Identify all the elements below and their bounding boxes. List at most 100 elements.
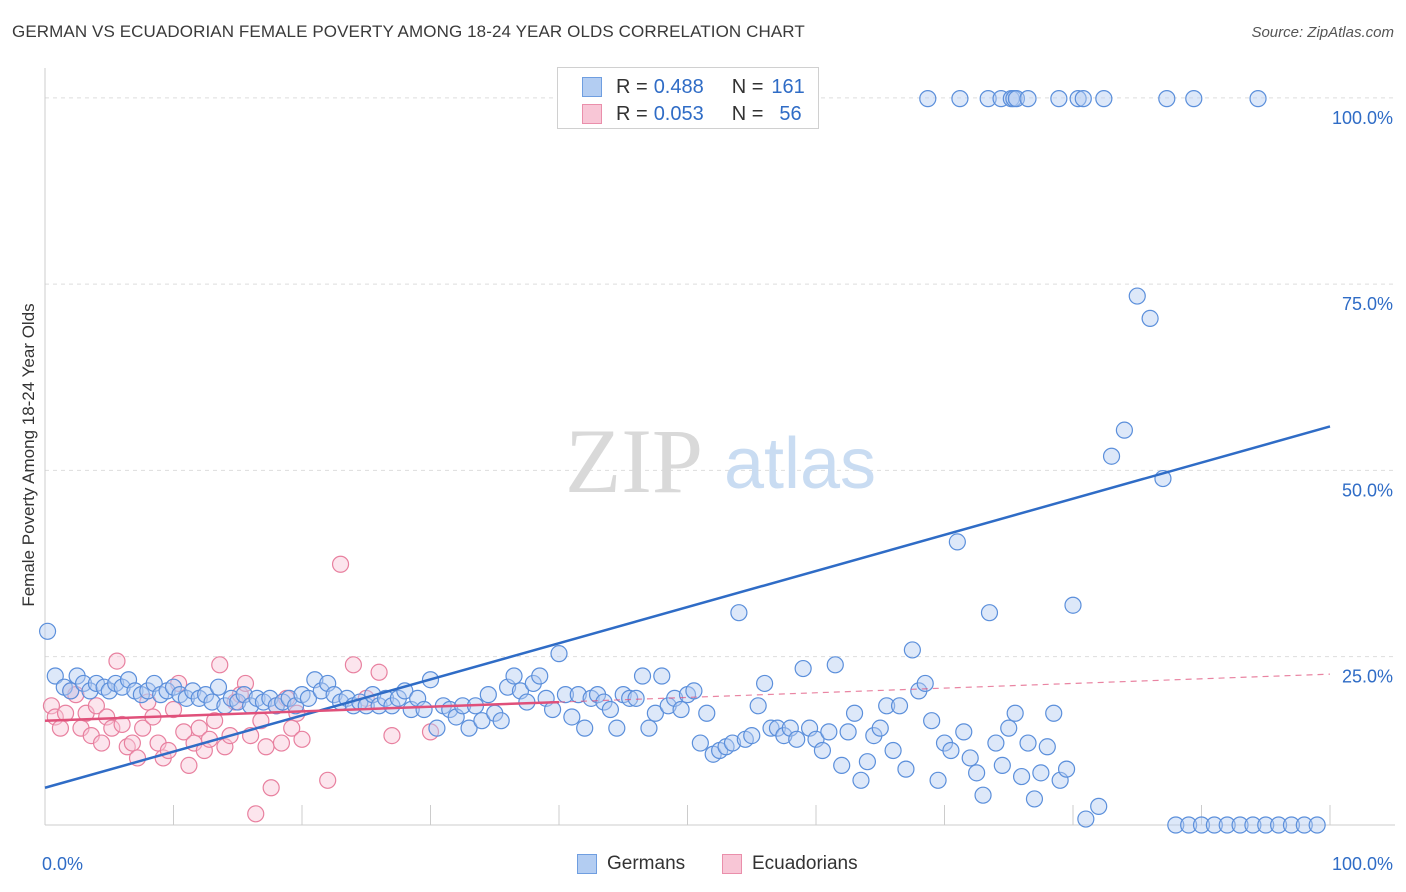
german-point <box>1000 719 1018 737</box>
german-point <box>1019 734 1037 752</box>
german-point <box>1249 90 1267 108</box>
german-point <box>1180 816 1198 834</box>
german-point <box>569 686 587 704</box>
ecuadorian-point <box>56 704 75 722</box>
ecuadorian-trendline-extension <box>558 673 1331 703</box>
german-point <box>762 719 780 737</box>
axis-ticks: 25.0% 50.0% 75.0% 100.0% 0.0% 100.0% <box>42 108 1393 874</box>
bottom-legend-germans: Germans <box>577 851 685 877</box>
legend-r-label: R = <box>616 102 648 125</box>
y-tick-label: 25.0% <box>1342 667 1393 687</box>
bottom-legend-swatch-germans <box>577 854 597 874</box>
german-point <box>974 786 992 804</box>
german-point <box>1257 816 1275 834</box>
legend-r-value-ecuadorians: 0.053 <box>653 102 704 125</box>
german-trendline <box>44 425 1331 789</box>
ecuadorian-point <box>293 730 311 748</box>
legend: R = 0.488 N = 161 R = 0.053 N = 56 <box>557 67 819 129</box>
ecuadorian-point <box>180 756 198 775</box>
german-point <box>987 734 1005 752</box>
german-point <box>1045 704 1063 722</box>
german-point <box>979 90 997 108</box>
bottom-legend-label-ecuadorians: Ecuadorians <box>752 853 858 874</box>
gridlines <box>45 97 1395 658</box>
german-point <box>38 622 57 640</box>
legend-r-label: R = <box>616 75 648 98</box>
german-point <box>1095 90 1113 108</box>
german-point <box>1167 816 1185 834</box>
ecuadorian-point <box>247 805 265 823</box>
german-point <box>794 659 812 678</box>
german-point <box>1090 797 1108 815</box>
bottom-legend-label-germans: Germans <box>607 853 686 874</box>
ecuadorian-point <box>87 697 106 715</box>
legend-row-germans: R = 0.488 N = 161 <box>582 75 805 99</box>
german-point <box>890 697 909 715</box>
german-point <box>1069 90 1087 108</box>
german-point <box>730 604 748 622</box>
ecuadorian-point <box>257 738 275 756</box>
ecuadorian-point <box>206 712 224 730</box>
german-point <box>531 667 549 685</box>
german-point <box>980 604 999 622</box>
german-point <box>955 723 973 741</box>
watermark-zip: ZIP <box>565 410 703 512</box>
german-point <box>1141 309 1159 327</box>
german-point <box>839 723 857 741</box>
german-point <box>968 764 986 782</box>
legend-n-value-germans: 161 <box>771 75 805 98</box>
german-point <box>813 741 832 760</box>
german-point <box>1032 764 1050 782</box>
german-point <box>62 682 80 700</box>
ecuadorian-point <box>344 656 362 674</box>
ecuadorian-point <box>319 771 337 789</box>
german-point <box>691 734 709 752</box>
german-point <box>1158 90 1176 108</box>
german-points <box>38 90 1326 834</box>
trendlines <box>44 425 1331 789</box>
german-point <box>923 712 941 730</box>
german-point <box>897 760 915 778</box>
legend-row-ecuadorians: R = 0.053 N = 56 <box>582 102 802 126</box>
ecuadorian-point <box>190 719 208 737</box>
german-point <box>755 674 774 693</box>
watermark: ZIP atlas <box>565 410 876 512</box>
german-point <box>627 689 645 707</box>
german-point <box>608 719 626 737</box>
german-point <box>1064 596 1082 614</box>
ecuadorian-point <box>216 738 234 756</box>
german-point <box>749 697 767 715</box>
chart-title: GERMAN VS ECUADORIAN FEMALE POVERTY AMON… <box>12 22 805 41</box>
german-point <box>916 674 934 693</box>
german-point <box>942 741 960 760</box>
watermark-atlas: atlas <box>724 424 876 504</box>
ecuadorian-point <box>51 719 70 737</box>
ecuadorian-point <box>262 779 280 797</box>
ecuadorian-point <box>134 719 152 737</box>
german-point <box>845 704 864 722</box>
legend-swatch-germans <box>582 77 602 97</box>
legend-n-label: N = <box>731 102 764 125</box>
ecuadorian-point <box>42 697 61 715</box>
german-point <box>919 90 937 108</box>
german-point <box>203 693 221 711</box>
german-point <box>209 678 228 696</box>
german-point <box>858 753 877 771</box>
german-point <box>1282 816 1301 834</box>
german-point <box>1192 816 1211 834</box>
legend-r-value-germans: 0.488 <box>653 75 704 98</box>
german-point <box>743 726 761 745</box>
ecuadorian-point <box>272 734 291 752</box>
german-point <box>993 756 1011 775</box>
german-point <box>460 719 478 737</box>
german-point <box>884 741 902 760</box>
german-point <box>1019 90 1037 108</box>
ecuadorian-point <box>164 700 183 719</box>
y-tick-label: 50.0% <box>1342 480 1393 500</box>
german-point <box>1074 90 1092 108</box>
german-point <box>46 667 64 685</box>
german-point <box>852 771 870 789</box>
german-point <box>621 689 639 707</box>
german-point <box>640 719 658 737</box>
